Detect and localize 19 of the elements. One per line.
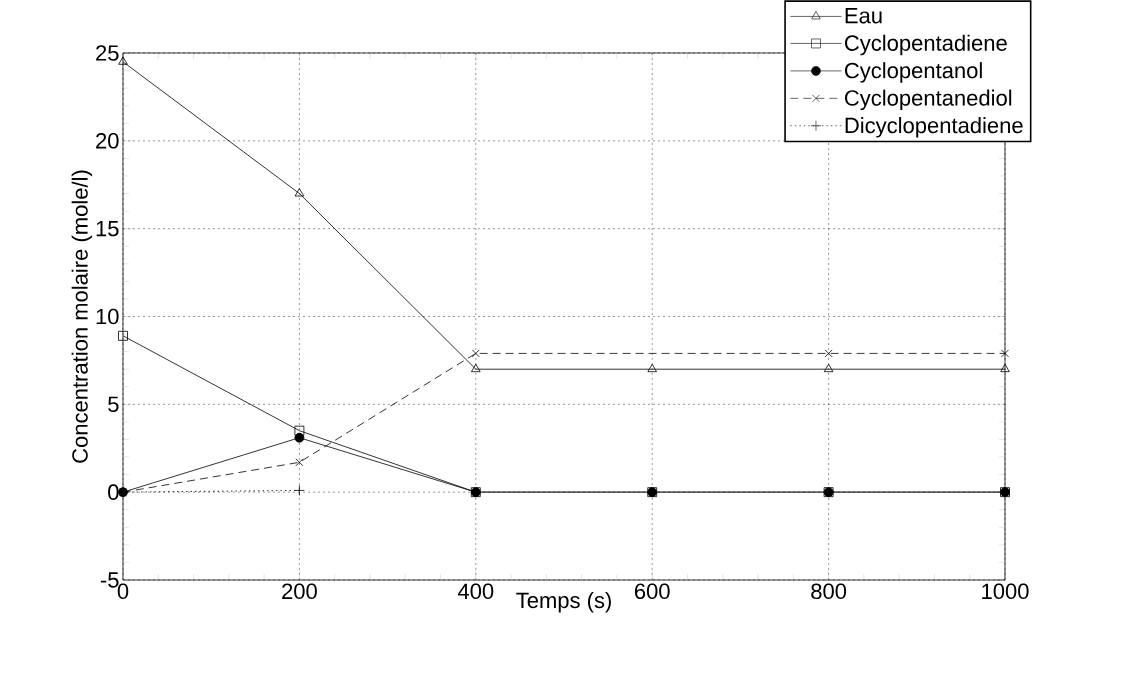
- y-tick-label: 25: [96, 45, 119, 61]
- legend-label: Cyclopentanediol: [845, 89, 1012, 111]
- x-tick-label: 200: [282, 583, 317, 600]
- x-tick-label: 1000: [982, 583, 1029, 600]
- y-tick-label: 10: [96, 308, 119, 325]
- legend-label: Cyclopentadiene: [845, 34, 1007, 56]
- y-axis-title: Concentration molaire (mole/l): [71, 170, 93, 463]
- x-tick-label: 400: [457, 583, 494, 600]
- x-axis-title: Temps (s): [516, 591, 611, 613]
- y-tick-label: 15: [96, 220, 119, 237]
- y-tick-label: 20: [96, 133, 119, 149]
- y-tick-label: 0: [108, 484, 119, 500]
- legend-label: Dicyclopentadiene: [845, 117, 1023, 138]
- y-tick-label: -5: [100, 572, 119, 588]
- legend-label: Cyclopentanol: [845, 62, 982, 83]
- y-tick-label: 5: [108, 396, 119, 413]
- x-tick-label: 800: [811, 583, 847, 600]
- x-tick-label: 600: [634, 583, 670, 600]
- legend-label: Eau: [845, 8, 882, 24]
